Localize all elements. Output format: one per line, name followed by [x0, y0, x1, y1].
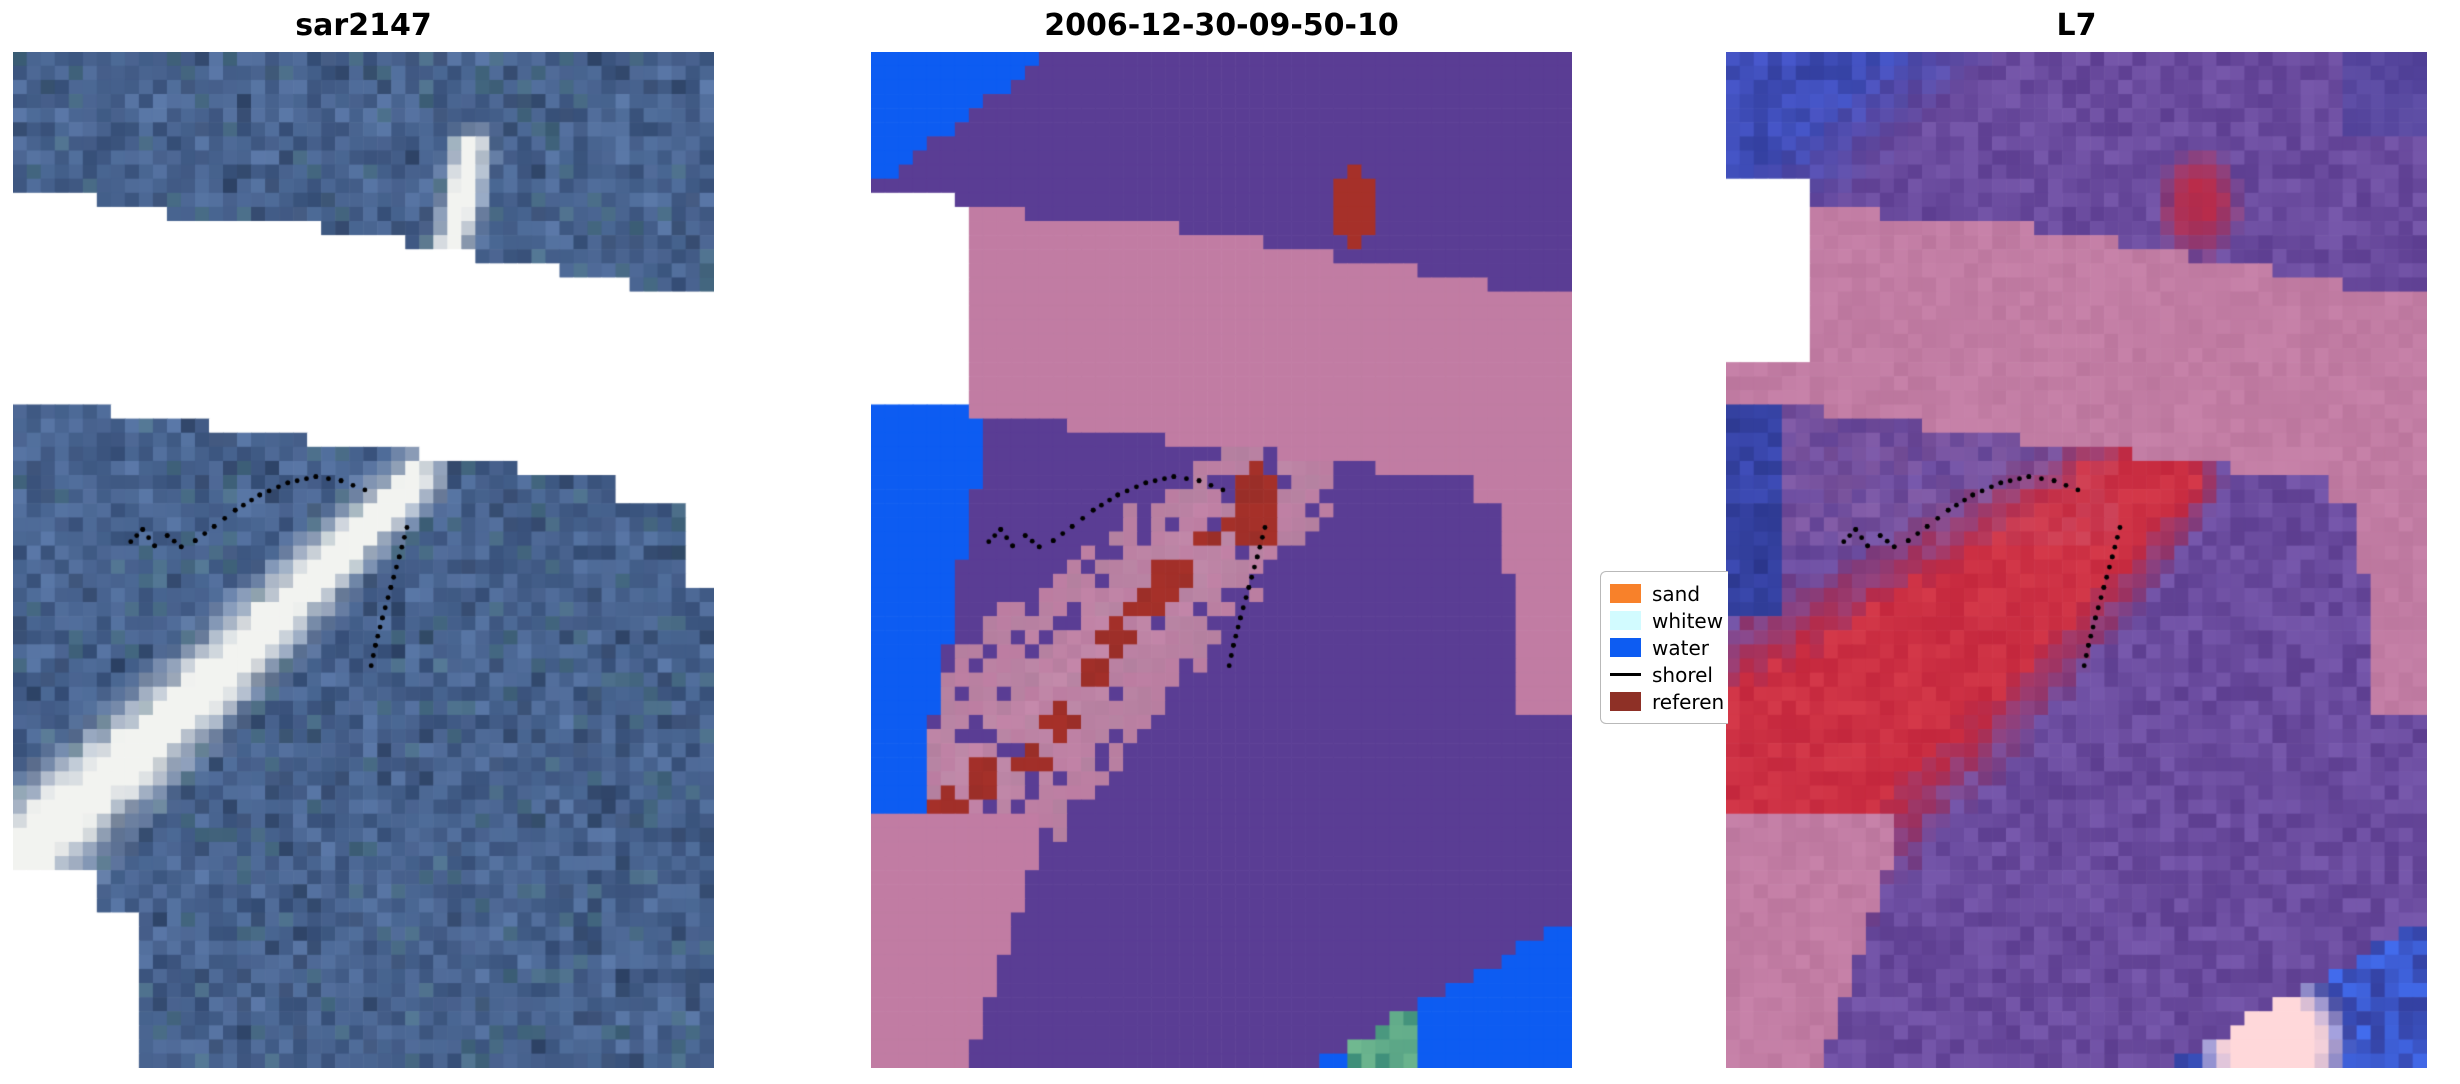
legend-swatch-3 [1610, 673, 1641, 676]
legend-item-shorel: shorel [1610, 661, 1728, 688]
legend-item-sand: sand [1610, 580, 1728, 607]
legend-swatch-1 [1610, 611, 1641, 630]
legend-item-whitew: whitew [1610, 607, 1728, 634]
legend-label: referen [1652, 689, 1725, 714]
legend-label: sand [1652, 581, 1701, 606]
legend-label: whitew [1652, 608, 1724, 633]
legend-swatch-2 [1610, 638, 1641, 657]
panel-l7 [1726, 52, 2427, 1068]
legend-item-referen: referen [1610, 688, 1728, 715]
panel-title-sar: sar2147 [295, 8, 432, 43]
panel-classification [871, 52, 1572, 1068]
legend-label: water [1652, 635, 1709, 660]
classification-image [871, 52, 1572, 1068]
legend-swatch-4 [1610, 692, 1641, 711]
panel-title-date: 2006-12-30-09-50-10 [1044, 8, 1399, 43]
panel-title-l7: L7 [2056, 8, 2097, 43]
l7-image [1726, 52, 2427, 1068]
legend-label: shorel [1652, 662, 1713, 687]
legend-item-water: water [1610, 634, 1728, 661]
panel-sar [13, 52, 714, 1068]
legend-swatch-0 [1610, 584, 1641, 603]
sar-image [13, 52, 714, 1068]
legend: sand whitew water shorel referen [1600, 571, 1728, 724]
